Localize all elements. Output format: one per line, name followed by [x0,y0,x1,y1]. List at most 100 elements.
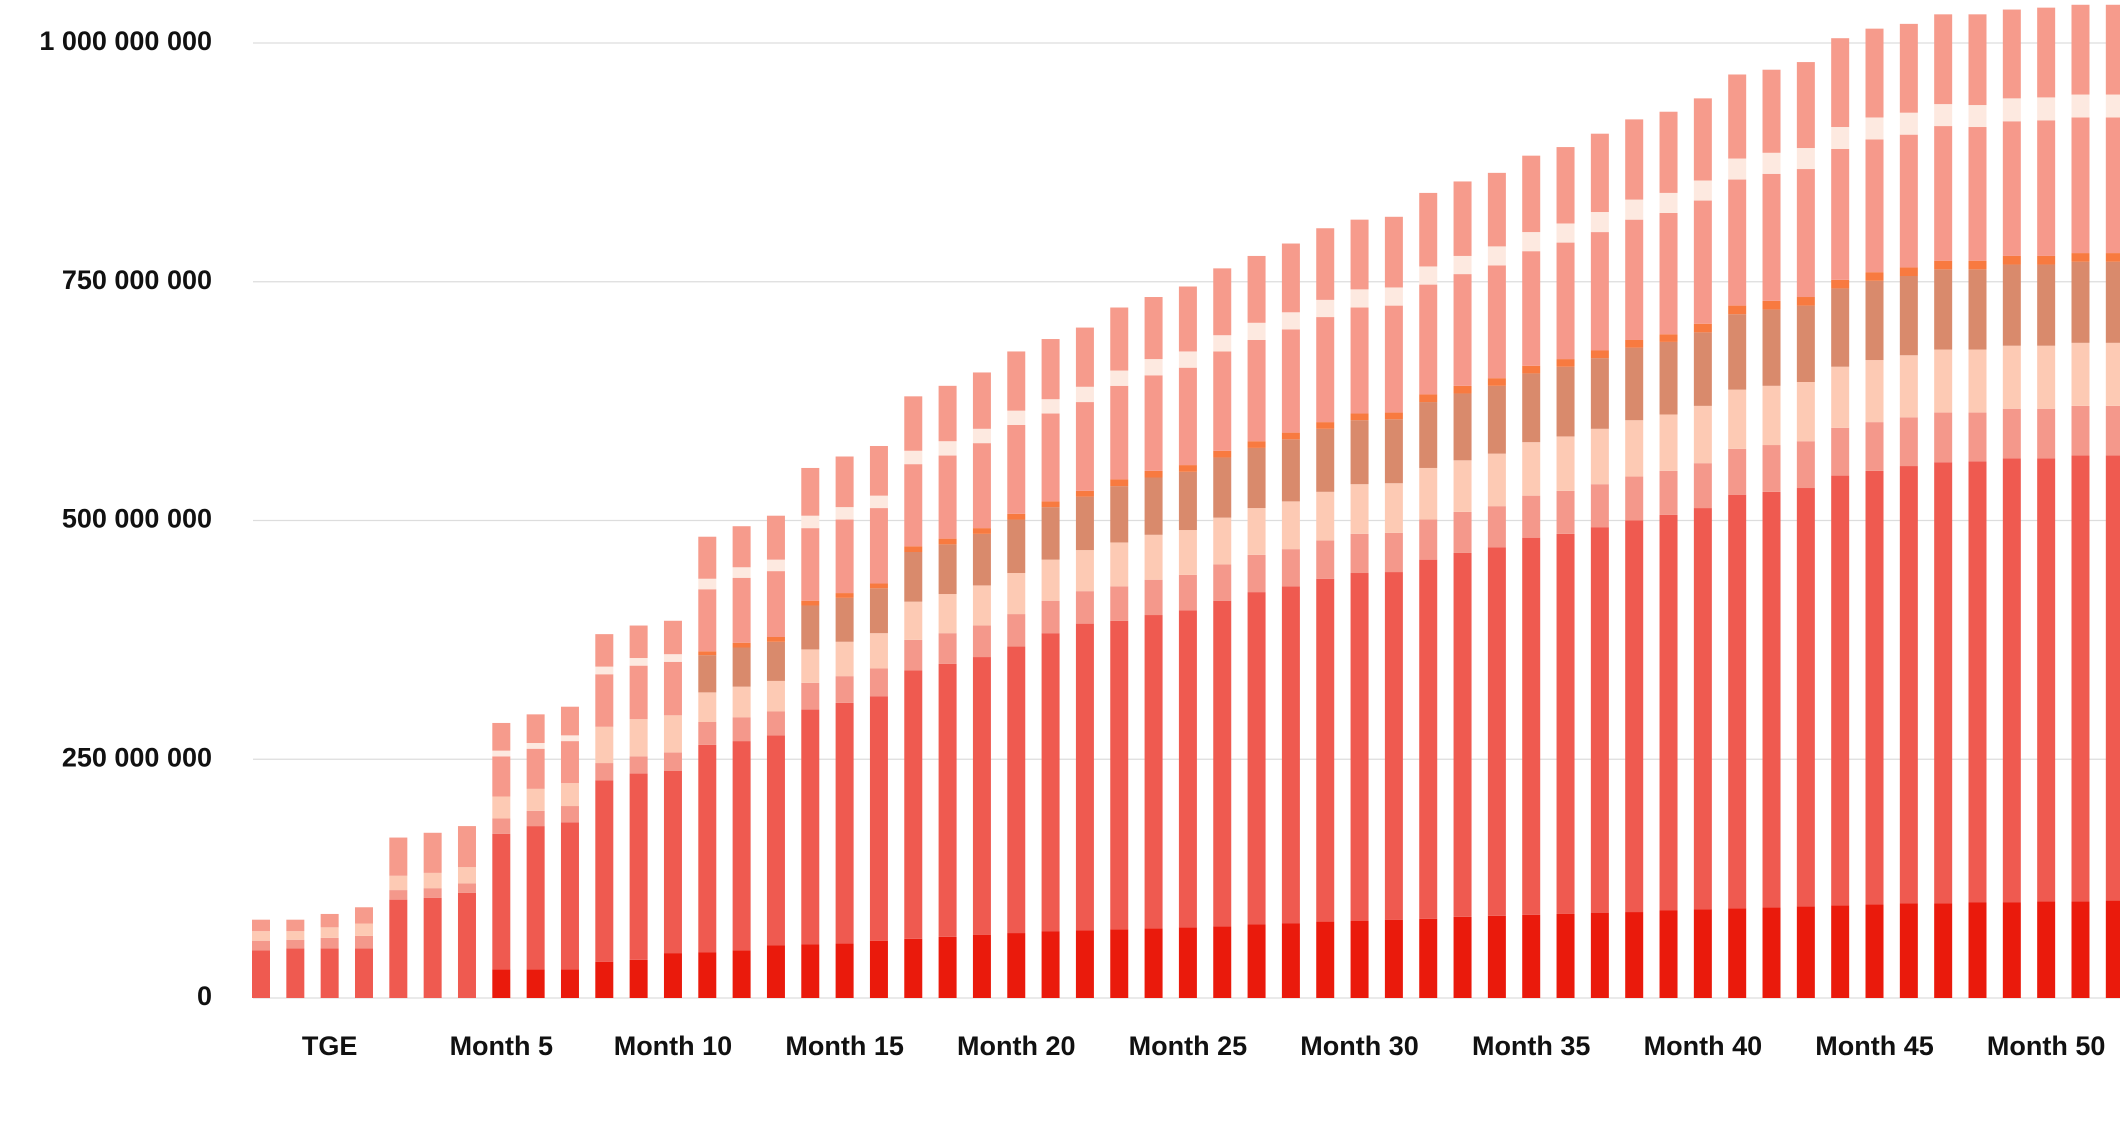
bar-segment [1075,591,1094,624]
bar-segment [1659,470,1678,515]
bar-segment [972,625,991,658]
bar-segment [2105,900,2120,998]
bar-segment [801,600,820,606]
bar-segment [526,748,545,789]
bar-segment [595,666,614,675]
bar-segment [1899,23,1918,113]
bar-segment [801,649,820,683]
bar-segment [1796,148,1815,170]
bar-segment [1659,111,1678,193]
bar-segment [1762,173,1781,301]
bar-segment [1728,158,1747,180]
bar-segment [698,952,717,998]
bar-segment [1693,405,1712,464]
bar-segment [1213,268,1232,336]
bar-segment [1110,486,1129,543]
bar-segment [1625,420,1644,477]
bar-segment [526,714,545,744]
bar-segment [938,455,957,539]
bar-segment [2105,94,2120,118]
bar-segment [1316,578,1335,922]
bar-segment [835,702,854,944]
bar-segment [1144,928,1163,998]
bar-segment [972,443,991,529]
bar-segment [1075,623,1094,931]
bar-segment [1075,386,1094,403]
bar-segment [1384,572,1403,920]
bar-segment [1934,349,1953,413]
bar-segment [1178,471,1197,531]
bar-segment [526,810,545,827]
bar-segment [1384,419,1403,484]
bar-segment [1831,288,1850,367]
bar-segment [904,601,923,640]
bar-segment [1968,461,1987,903]
bar-segment [1762,69,1781,153]
bar-segment [1110,542,1129,587]
bar-segment [1213,600,1232,927]
bar-segment [1110,307,1129,371]
bar-segment [1728,305,1747,315]
bar-segment [1865,360,1884,423]
x-tick-label: Month 50 [1987,1031,2106,1061]
bar-segment [286,948,305,998]
bar-segment [1762,152,1781,174]
bar-segment [1384,919,1403,998]
bar-segment [1453,460,1472,512]
bar-segment [1934,412,1953,463]
bar-segment [698,589,717,652]
bar-segment [801,515,820,529]
bar-segment [1453,393,1472,461]
bar-segment [1350,413,1369,421]
bar-segment [869,495,888,509]
bar-segment [2002,255,2021,265]
bar-segment [389,890,408,900]
bar-segment [835,593,854,598]
bar-segment [2071,94,2090,118]
bar-segment [1487,246,1506,266]
bar-segment [904,464,923,547]
bar-segment [560,735,579,742]
bar-segment [698,651,717,656]
bar-segment [1178,465,1197,472]
bar-segment [1144,477,1163,535]
bar-segment [1419,519,1438,560]
bar-segment [492,796,511,819]
bar-segment [1625,339,1644,348]
bar-segment [286,939,305,949]
bar-segment [1075,930,1094,998]
bar-segment [1041,501,1060,508]
bar-segment [663,654,682,662]
bar-segment [1281,586,1300,924]
x-tick-label: Month 45 [1815,1031,1934,1061]
bar-segment [1556,913,1575,998]
bar-segment [1693,180,1712,201]
bar-segment [698,578,717,590]
bar-segment [1831,279,1850,289]
bar-segment [320,913,339,928]
bar-segment [1625,219,1644,340]
bar-segment [1556,242,1575,360]
bar-segment [732,642,751,648]
bar-segment [835,676,854,703]
bar-segment [252,950,270,998]
bar-segment [1659,192,1678,213]
bar-segment [2002,458,2021,903]
bar-segment [1831,148,1850,280]
bar-segment [835,519,854,594]
bar-segment [1316,422,1335,429]
bar-segment [1007,519,1026,574]
bar-segment [629,658,648,666]
bar-segment [1522,537,1541,915]
bar-segment [423,888,442,898]
bar-segment [1007,933,1026,998]
bar-segment [1178,351,1197,368]
bar-segment [1316,299,1335,318]
bar-segment [1899,134,1918,268]
bar-segment [801,605,820,650]
bar-segment [1419,402,1438,468]
bar-segment [354,923,373,936]
bar-segment [938,594,957,634]
bar-segment [2002,408,2021,459]
bar-segment [904,938,923,998]
